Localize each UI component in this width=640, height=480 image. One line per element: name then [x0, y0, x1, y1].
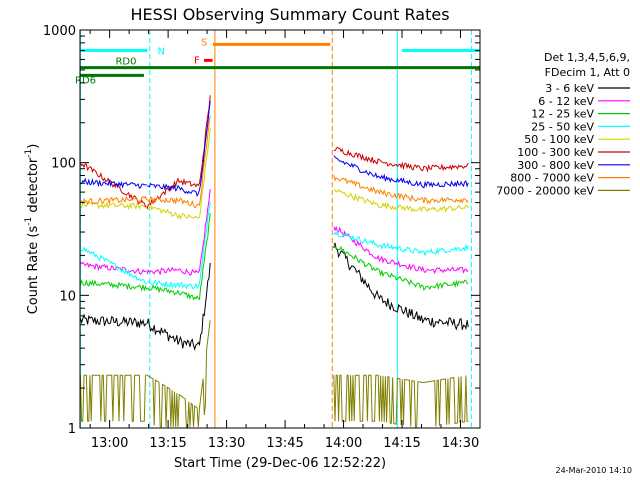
legend-label-0: 3 - 6 keV — [545, 82, 594, 95]
axes: 13:00 13:15 13:30 13:45 14:00 14:15 14:30 1 10 10… — [43, 24, 481, 451]
series-line-5-a — [79, 162, 147, 208]
x-axis-label: Start Time (29-Dec-06 12:52:22) — [174, 456, 386, 471]
y-axis-label-sup1: -1 — [24, 217, 34, 226]
series-line-2-c — [333, 243, 469, 291]
legend: Det 1,3,4,5,6,9, FDecim 1, Att 0 3 - 6 k… — [496, 51, 630, 197]
x-tick-label-3: 13:45 — [266, 436, 303, 451]
legend-label-7: 800 - 7000 keV — [510, 172, 594, 185]
legend-label-1: 6 - 12 keV — [538, 95, 594, 108]
series-line-4-b — [146, 127, 211, 221]
series-line-3-a — [80, 246, 147, 285]
series-line-0-c — [333, 242, 469, 331]
legend-header-1: Det 1,3,4,5,6,9, — [544, 51, 630, 64]
flag-label-S: S — [201, 37, 207, 48]
y-tick-label-0: 1 — [68, 422, 76, 437]
series-line-7-a — [79, 195, 148, 206]
plot-frame — [79, 29, 481, 429]
flag-label-F: F — [194, 55, 200, 66]
series-line-1-a — [80, 261, 147, 275]
series-line-8-c — [333, 374, 469, 428]
legend-label-4: 50 - 100 keV — [524, 133, 594, 146]
x-tick-label-4: 14:00 — [325, 436, 362, 451]
series-line-7-c — [333, 174, 469, 205]
y-axis-label: Count Rate (s-1 detector-1) — [24, 144, 41, 315]
footer-timestamp: 24-Mar-2010 14:10 — [556, 466, 633, 475]
series-line-1-b — [146, 188, 211, 276]
legend-label-3: 25 - 50 keV — [531, 120, 594, 133]
legend-label-6: 300 - 800 keV — [517, 159, 594, 172]
series-line-2-b — [146, 213, 211, 301]
series-line-8-a — [79, 374, 147, 422]
series-line-0-a — [79, 313, 147, 328]
x-tick-label-2: 13:30 — [208, 436, 245, 451]
series-line-2-a — [79, 278, 148, 292]
chart-title: HESSI Observing Summary Count Rates — [130, 5, 449, 24]
series-line-4-a — [80, 201, 147, 211]
y-axis-label-mid: detector — [26, 157, 41, 217]
flag-label-RD0: RD0 — [115, 57, 136, 68]
series-line-6-b — [146, 100, 211, 198]
series-layer — [79, 95, 469, 428]
y-tick-label-2: 100 — [51, 157, 76, 172]
series-line-8-b — [146, 320, 211, 428]
y-tick-label-1: 10 — [59, 289, 76, 304]
x-tick-label-0: 13:00 — [91, 436, 128, 451]
series-line-5-c — [333, 146, 469, 173]
legend-label-2: 12 - 25 keV — [531, 108, 594, 121]
series-line-3-b — [147, 201, 211, 290]
x-tick-label-6: 14:30 — [442, 436, 479, 451]
series-line-6-a — [80, 177, 147, 189]
legend-header-2: FDecim 1, Att 0 — [545, 66, 630, 79]
series-line-7-b — [146, 115, 211, 209]
y-tick-label-3: 1000 — [43, 24, 76, 39]
series-line-0-b — [146, 262, 211, 351]
y-axis-label-end: ) — [26, 144, 41, 149]
series-line-5-b — [146, 95, 211, 209]
series-line-1-c — [333, 225, 469, 275]
flag-label-N: N — [157, 47, 164, 58]
y-axis-label-sup2: -1 — [24, 149, 34, 158]
y-axis-label-main: Count Rate (s — [26, 226, 41, 315]
x-tick-label-5: 14:15 — [383, 436, 420, 451]
legend-label-8: 7000 - 20000 keV — [496, 184, 594, 197]
night-day-lines — [79, 30, 472, 428]
series-line-4-c — [333, 189, 469, 214]
x-tick-label-1: 13:15 — [149, 436, 186, 451]
flag-bars: N SF RD0 RD6 — [75, 37, 480, 86]
series-line-3-c — [333, 230, 469, 257]
series-line-6-c — [333, 155, 469, 189]
legend-label-5: 100 - 300 keV — [517, 146, 594, 159]
flag-label-RD6: RD6 — [75, 75, 96, 86]
